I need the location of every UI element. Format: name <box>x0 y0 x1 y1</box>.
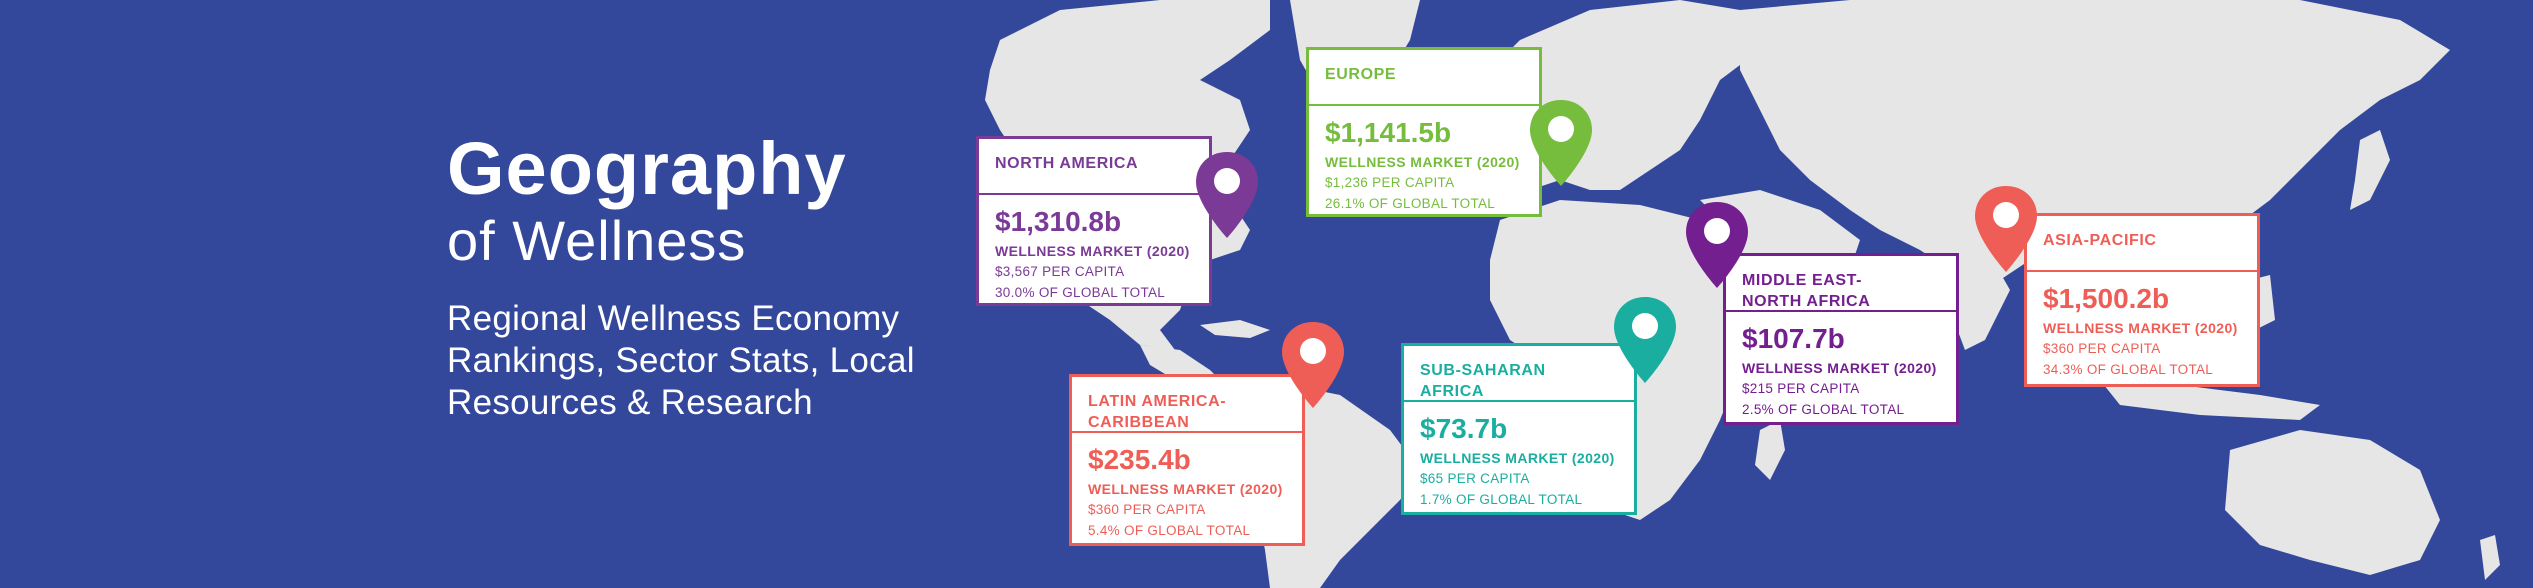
per-capita: $65 PER CAPITA <box>1420 471 1530 486</box>
region-name: SUB-SAHARAN AFRICA <box>1420 362 1546 400</box>
global-share: 34.3% OF GLOBAL TOTAL <box>2043 362 2214 377</box>
global-share: 1.7% OF GLOBAL TOTAL <box>1420 492 1583 507</box>
headline: Geography of Wellness Regional Wellness … <box>447 128 987 424</box>
region-card-asia-pacific[interactable]: ASIA-PACIFIC $1,500.2b WELLNESS MARKET (… <box>2024 213 2260 387</box>
market-label: WELLNESS MARKET (2020) <box>995 243 1190 259</box>
global-share: 5.4% OF GLOBAL TOTAL <box>1088 523 1251 538</box>
map-pin-icon[interactable] <box>1280 320 1346 410</box>
per-capita: $3,567 PER CAPITA <box>995 264 1125 279</box>
region-card-latin-america[interactable]: LATIN AMERICA- CARIBBEAN $235.4b WELLNES… <box>1069 374 1305 546</box>
region-card-sub-saharan-africa[interactable]: SUB-SAHARAN AFRICA $73.7b WELLNESS MARKE… <box>1401 343 1637 515</box>
region-value: $73.7b <box>1420 413 1508 444</box>
map-pin-icon[interactable] <box>1528 98 1594 188</box>
region-value: $1,500.2b <box>2043 283 2170 314</box>
map-pin-icon[interactable] <box>1612 295 1678 385</box>
region-value: $1,141.5b <box>1325 117 1452 148</box>
market-label: WELLNESS MARKET (2020) <box>1088 481 1283 497</box>
region-name: ASIA-PACIFIC <box>2043 232 2157 249</box>
market-label: WELLNESS MARKET (2020) <box>1420 450 1615 466</box>
global-share: 26.1% OF GLOBAL TOTAL <box>1325 196 1496 211</box>
region-card-middle-east-north-africa[interactable]: MIDDLE EAST- NORTH AFRICA $107.7b WELLNE… <box>1723 253 1959 425</box>
region-name: LATIN AMERICA- CARIBBEAN <box>1088 393 1227 431</box>
page-title: Geography <box>447 127 847 210</box>
global-share: 30.0% OF GLOBAL TOTAL <box>995 285 1166 300</box>
region-name: EUROPE <box>1325 66 1397 83</box>
page-subtitle: of Wellness <box>447 209 747 272</box>
region-value: $1,310.8b <box>995 206 1122 237</box>
per-capita: $360 PER CAPITA <box>2043 341 2161 356</box>
market-label: WELLNESS MARKET (2020) <box>1742 360 1937 376</box>
market-label: WELLNESS MARKET (2020) <box>2043 320 2238 336</box>
region-value: $107.7b <box>1742 323 1845 354</box>
per-capita: $1,236 PER CAPITA <box>1325 175 1455 190</box>
per-capita: $360 PER CAPITA <box>1088 502 1206 517</box>
page-description: Regional Wellness Economy Rankings, Sect… <box>447 299 915 422</box>
per-capita: $215 PER CAPITA <box>1742 381 1860 396</box>
map-pin-icon[interactable] <box>1684 200 1750 290</box>
region-card-europe[interactable]: EUROPE $1,141.5b WELLNESS MARKET (2020) … <box>1306 47 1542 217</box>
region-card-north-america[interactable]: NORTH AMERICA $1,310.8b WELLNESS MARKET … <box>976 136 1212 306</box>
region-value: $235.4b <box>1088 444 1191 475</box>
map-pin-icon[interactable] <box>1973 184 2039 274</box>
global-share: 2.5% OF GLOBAL TOTAL <box>1742 402 1905 417</box>
region-name: MIDDLE EAST- NORTH AFRICA <box>1742 272 1871 310</box>
region-name: NORTH AMERICA <box>995 155 1139 172</box>
market-label: WELLNESS MARKET (2020) <box>1325 154 1520 170</box>
map-pin-icon[interactable] <box>1194 150 1260 240</box>
